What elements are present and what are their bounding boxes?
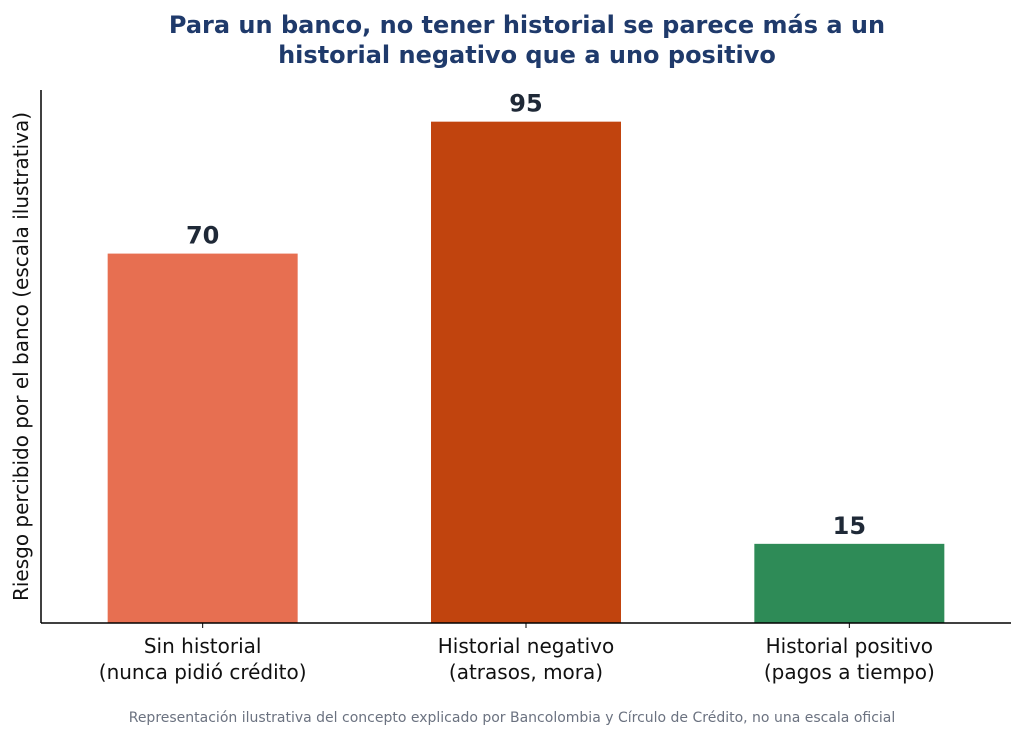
x-tick-label: Historial positivo (766, 634, 933, 658)
x-tick-label: (nunca pidió crédito) (99, 660, 307, 684)
chart-title: Para un banco, no tener historial se par… (169, 11, 885, 69)
bar-value-label: 95 (509, 90, 542, 118)
y-axis-label: Riesgo percibido por el banco (escala il… (9, 112, 33, 601)
x-tick-label: Sin historial (144, 634, 262, 658)
bar-1 (431, 121, 621, 624)
caption-group: Representación ilustrativa del concepto … (129, 710, 896, 726)
x-tick-label: (atrasos, mora) (449, 660, 603, 684)
chart-title-line: historial negativo que a uno positivo (278, 41, 776, 69)
bar-2 (754, 543, 945, 623)
x-tick-labels: Sin historial(nunca pidió crédito) Histor… (99, 623, 935, 684)
x-tick-label: (pagos a tiempo) (764, 660, 935, 684)
chart-caption: Representación ilustrativa del concepto … (129, 710, 896, 726)
bar-0 (107, 253, 298, 623)
y-axis-label-group: Riesgo percibido por el banco (escala il… (9, 112, 33, 601)
bar-value-label: 15 (833, 512, 866, 540)
chart-title-line: Para un banco, no tener historial se par… (169, 11, 885, 39)
x-tick-label: Historial negativo (438, 634, 614, 658)
bar-value-label: 70 (186, 222, 219, 250)
bars: 70 95 15 (107, 90, 945, 624)
